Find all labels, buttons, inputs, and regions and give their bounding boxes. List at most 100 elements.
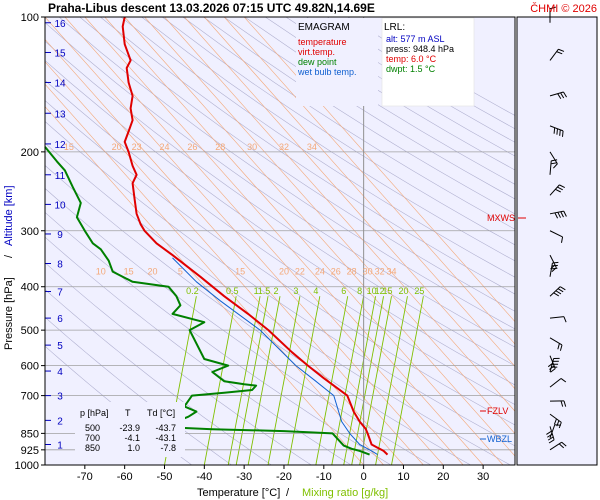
x-axis-title-separator: / bbox=[286, 487, 290, 499]
mixing-ratio-label: 3 bbox=[293, 286, 298, 296]
altitude-tick-label: 6 bbox=[57, 314, 63, 325]
wind-barb-feather bbox=[552, 261, 559, 264]
table-cell: -43.7 bbox=[155, 423, 176, 433]
mixing-ratio-label: 34 bbox=[387, 267, 397, 277]
wind-barb-feather bbox=[558, 48, 565, 52]
wind-barb-feather bbox=[560, 211, 564, 218]
wind-barb-feather bbox=[550, 368, 556, 373]
moist-adiabat bbox=[104, 17, 504, 465]
x-tick-label: -50 bbox=[157, 471, 173, 483]
moist-adiabat bbox=[45, 61, 404, 465]
mixing-ratio-label: 30 bbox=[363, 267, 373, 277]
table-header-t: T bbox=[125, 408, 131, 418]
mixing-ratio-label: 23 bbox=[132, 142, 142, 152]
altitude-tick-label: 14 bbox=[54, 78, 66, 89]
wind-panel-frame bbox=[516, 16, 598, 466]
mixing-ratio-label: 20 bbox=[279, 267, 289, 277]
wind-barb-feather bbox=[557, 93, 562, 100]
wind-barb-staff bbox=[549, 441, 563, 451]
mixing-ratio-line bbox=[247, 296, 281, 465]
altitude-tick-label: 10 bbox=[54, 200, 66, 211]
wind-barb-staff bbox=[549, 160, 552, 175]
series-line-temperature bbox=[121, 16, 389, 456]
table-cell: -7.8 bbox=[160, 443, 176, 453]
credit-text: ČHMI © 2026 bbox=[530, 2, 597, 15]
altitude-tick-label: 5 bbox=[57, 341, 63, 352]
wind-barb-feather bbox=[549, 365, 555, 370]
lrl-dewpoint: dwpt: 1.5 °C bbox=[386, 64, 436, 74]
wind-barb-feather bbox=[557, 343, 560, 350]
wind-barb-feather bbox=[558, 443, 565, 449]
altitude-tick-label: 3 bbox=[57, 392, 63, 403]
mixing-ratio-label: 32 bbox=[375, 267, 385, 277]
altitude-tick-label: 13 bbox=[54, 109, 66, 120]
table-cell: 700 bbox=[85, 433, 100, 443]
wind-barb-feather bbox=[553, 292, 560, 297]
mixing-ratio-label: 20 bbox=[398, 286, 408, 296]
wind-barb-staff bbox=[549, 413, 562, 423]
mixing-ratio-label: 10 bbox=[96, 267, 106, 277]
mxws-label: MXWS bbox=[487, 213, 515, 223]
wind-barb-feather bbox=[549, 6, 556, 10]
wind-barb-feather bbox=[553, 418, 557, 425]
wind-barb-staff bbox=[549, 424, 556, 439]
altitude-tick-label: 1 bbox=[57, 441, 63, 452]
moist-adiabat bbox=[45, 17, 444, 465]
wind-barb-feather bbox=[561, 441, 567, 447]
dry-adiabat bbox=[100, 17, 515, 295]
wind-barb-feather bbox=[557, 288, 564, 293]
wind-barb-feather bbox=[551, 267, 558, 270]
mixing-ratio-label: 15 bbox=[64, 142, 74, 152]
pressure-tick-label: 500 bbox=[21, 325, 39, 337]
wind-barb-feather bbox=[553, 127, 556, 134]
moist-adiabat bbox=[45, 38, 424, 465]
x-tick-label: -20 bbox=[276, 471, 292, 483]
dry-adiabat bbox=[79, 17, 515, 312]
dry-adiabat bbox=[45, 79, 515, 405]
wind-barb-staff bbox=[549, 230, 563, 238]
series-line-wet-bulb-temp bbox=[172, 257, 378, 456]
mixing-ratio-line bbox=[227, 296, 261, 465]
dry-adiabat bbox=[45, 100, 515, 426]
wind-barb-feather bbox=[563, 400, 567, 407]
mixing-ratio-label: 24 bbox=[159, 142, 169, 152]
table-cell: -23.9 bbox=[119, 423, 140, 433]
wind-barb-staff bbox=[549, 358, 555, 373]
wind-barb-feather bbox=[557, 186, 563, 191]
dry-adiabat bbox=[120, 17, 515, 278]
wind-barb-feather bbox=[552, 163, 558, 169]
altitude-tick-label: 11 bbox=[55, 171, 66, 182]
wind-barb-feather bbox=[557, 212, 561, 218]
wind-barb-feather bbox=[563, 91, 568, 98]
mixing-ratio-line bbox=[315, 296, 349, 465]
wind-barb-feather bbox=[561, 130, 564, 137]
x-tick-label: 10 bbox=[397, 471, 409, 483]
series-line-dew-point bbox=[44, 146, 370, 456]
dry-adiabat bbox=[223, 17, 515, 200]
wind-barb-feather bbox=[560, 92, 565, 99]
x-tick-label: -40 bbox=[196, 471, 212, 483]
mixing-ratio-line bbox=[203, 296, 237, 465]
wind-barb-staff bbox=[549, 316, 564, 319]
altitude-tick-label: 8 bbox=[57, 260, 63, 271]
table-header-td: Td [°C] bbox=[147, 408, 175, 418]
mixing-ratio-label: 4 bbox=[313, 286, 318, 296]
y-axis-title-altitude: Altitude [km] bbox=[3, 185, 15, 246]
wind-panel bbox=[517, 17, 597, 465]
mixing-ratio-label: 0.2 bbox=[186, 286, 199, 296]
dry-adiabat bbox=[182, 17, 515, 230]
x-tick-label: 0 bbox=[361, 471, 367, 483]
chart-title: Praha-Libus descent 13.03.2026 07:15 UTC… bbox=[48, 1, 375, 15]
wind-barb-feather bbox=[560, 400, 564, 407]
pressure-tick-label: 200 bbox=[21, 147, 39, 159]
wind-barb-feather bbox=[559, 344, 563, 351]
mixing-ratio-label: 10 bbox=[367, 286, 377, 296]
mixing-ratio-label: 15 bbox=[383, 286, 393, 296]
lrl-temperature: temp: 6.0 °C bbox=[386, 54, 437, 64]
x-tick-label: -30 bbox=[236, 471, 252, 483]
mixing-ratio-label: 34 bbox=[307, 142, 317, 152]
dry-adiabat bbox=[141, 17, 515, 262]
dry-adiabat bbox=[45, 22, 515, 348]
wind-barb-feather bbox=[554, 212, 559, 219]
